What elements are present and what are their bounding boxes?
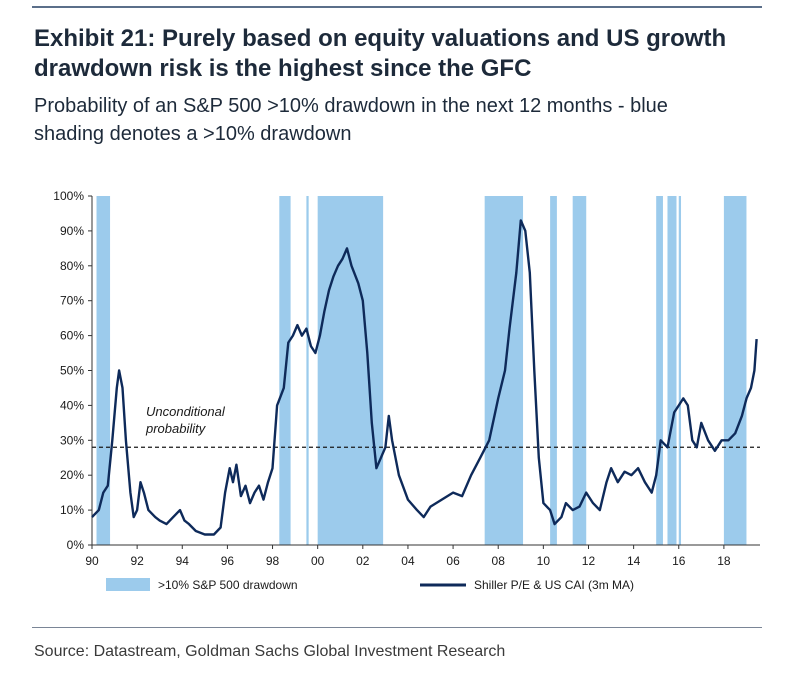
- y-tick-label-2: 20%: [60, 468, 84, 482]
- x-tick-label-3: 96: [221, 554, 235, 568]
- x-tick-label-10: 10: [537, 554, 551, 568]
- legend-line-label: Shiller P/E & US CAI (3m MA): [474, 578, 634, 592]
- y-tick-label-5: 50%: [60, 364, 84, 378]
- source-note: Source: Datastream, Goldman Sachs Global…: [34, 643, 506, 660]
- subtitle-line-1: Probability of an S&P 500 >10% drawdown …: [34, 95, 668, 117]
- x-tick-label-0: 90: [85, 554, 99, 568]
- x-tick-label-5: 00: [311, 554, 325, 568]
- x-tick-label-12: 14: [627, 554, 641, 568]
- x-tick-label-13: 16: [672, 554, 686, 568]
- y-tick-label-9: 90%: [60, 224, 84, 238]
- y-tick-label-3: 30%: [60, 433, 84, 447]
- y-tick-label-8: 80%: [60, 259, 84, 273]
- x-axis-ticks: 90 92 94 96 98 00 02 04 06 08 10 12 14 16 18: [85, 545, 731, 568]
- y-tick-label-7: 70%: [60, 294, 84, 308]
- x-tick-label-9: 08: [492, 554, 506, 568]
- x-tick-label-6: 02: [356, 554, 370, 568]
- x-tick-label-1: 92: [130, 554, 144, 568]
- drawdown-band-7: [656, 196, 663, 545]
- x-tick-label-7: 04: [401, 554, 415, 568]
- x-tick-label-4: 98: [266, 554, 280, 568]
- x-tick-label-8: 06: [446, 554, 460, 568]
- top-rule: [32, 6, 762, 8]
- exhibit-subtitle: Probability of an S&P 500 >10% drawdown …: [34, 92, 774, 148]
- drawdown-band-9: [678, 196, 682, 545]
- legend-shading-label: >10% S&P 500 drawdown: [158, 578, 298, 592]
- annotation-label-line-2: probability: [145, 421, 207, 436]
- x-tick-label-2: 94: [176, 554, 190, 568]
- drawdown-band-6: [572, 196, 587, 545]
- y-tick-label-4: 40%: [60, 398, 84, 412]
- drawdown-band-10: [723, 196, 747, 545]
- bottom-rule: [32, 627, 762, 628]
- y-tick-label-6: 60%: [60, 329, 84, 343]
- series-line-0: [91, 219, 758, 536]
- legend-shading-swatch: [106, 578, 150, 591]
- y-axis-ticks: 0% 10% 20% 30% 40% 50% 60% 70% 80% 90% 100%: [53, 189, 92, 552]
- subtitle-line-2: shading denotes a >10% drawdown: [34, 123, 352, 145]
- series-line-layer: [91, 219, 758, 536]
- y-tick-label-0: 0%: [67, 538, 85, 552]
- drawdown-band-8: [667, 196, 677, 545]
- y-tick-label-1: 10%: [60, 503, 84, 517]
- exhibit-title: Exhibit 21: Purely based on equity valua…: [34, 24, 774, 84]
- legend: >10% S&P 500 drawdown Shiller P/E & US C…: [106, 578, 634, 592]
- title-line-1: Exhibit 21: Purely based on equity valua…: [34, 25, 727, 52]
- drawdown-band-5: [550, 196, 557, 545]
- x-tick-label-11: 12: [582, 554, 596, 568]
- x-tick-label-14: 18: [717, 554, 731, 568]
- annotation-label-line-1: Unconditional: [146, 404, 226, 419]
- drawdown-band-2: [306, 196, 309, 545]
- drawdown-band-3: [317, 196, 384, 545]
- y-tick-label-10: 100%: [53, 189, 84, 203]
- drawdown-shading-layer: [96, 196, 747, 545]
- drawdown-band-0: [96, 196, 111, 545]
- title-line-2: drawdown risk is the highest since the G…: [34, 55, 532, 82]
